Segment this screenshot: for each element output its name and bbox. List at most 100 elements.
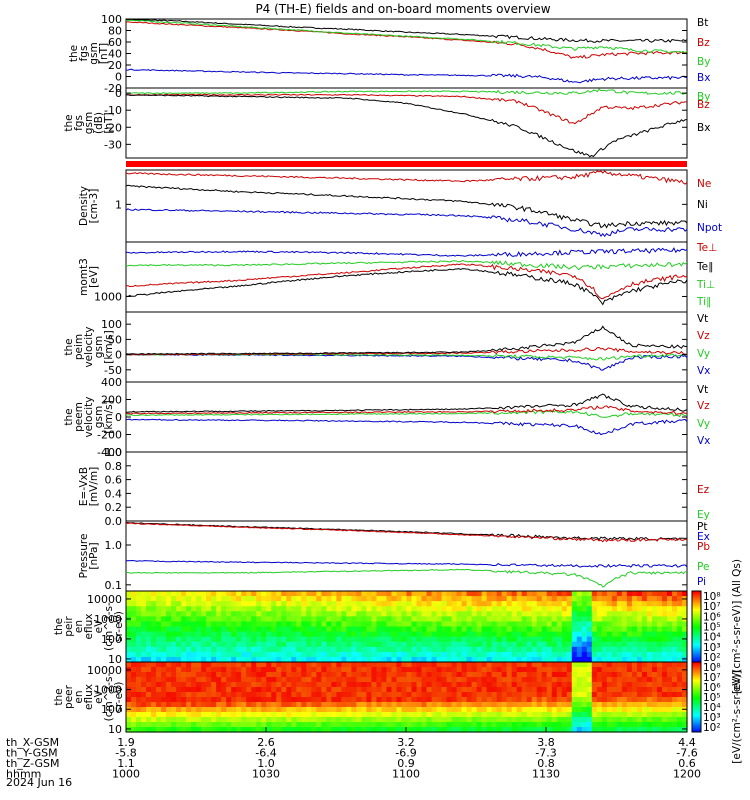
heatmap-cell xyxy=(431,712,438,718)
heatmap-cell xyxy=(386,707,393,713)
heatmap-cell xyxy=(411,646,418,653)
heatmap-cell xyxy=(561,646,568,653)
heatmap-cell xyxy=(681,682,688,688)
heatmap-cell xyxy=(676,672,683,678)
heatmap-cell xyxy=(441,697,448,703)
heatmap-cell xyxy=(396,697,403,703)
heatmap-cell xyxy=(381,677,388,683)
heatmap-cell xyxy=(336,636,342,643)
heatmap-cell xyxy=(251,656,257,663)
heatmap-cell xyxy=(441,626,448,633)
heatmap-cell xyxy=(126,682,132,688)
heatmap-cell xyxy=(501,651,508,658)
heatmap-cell xyxy=(536,707,543,713)
heatmap-cell xyxy=(641,616,648,623)
colorbar-step xyxy=(692,617,701,620)
heatmap-cell xyxy=(546,727,553,733)
heatmap-cell xyxy=(216,606,222,612)
heatmap-cell xyxy=(191,692,197,698)
heatmap-cell xyxy=(606,677,613,683)
heatmap-cell xyxy=(611,717,618,723)
heatmap-cell xyxy=(326,672,332,678)
heatmap-cell xyxy=(301,707,307,713)
heatmap-cell xyxy=(136,672,142,678)
heatmap-cell xyxy=(551,667,558,673)
heatmap-cell xyxy=(571,692,578,698)
heatmap-cell xyxy=(401,692,408,698)
colorbar-step xyxy=(692,598,701,601)
heatmap-cell xyxy=(526,626,533,633)
heatmap-cell xyxy=(366,606,373,612)
heatmap-cell xyxy=(276,636,282,643)
heatmap-cell xyxy=(476,672,483,678)
heatmap-cell xyxy=(246,677,252,683)
heatmap-cell xyxy=(276,616,282,623)
heatmap-cell xyxy=(186,656,192,663)
heatmap-cell xyxy=(341,687,347,693)
heatmap-cell xyxy=(406,626,413,633)
heatmap-cell xyxy=(566,636,573,643)
heatmap-cell xyxy=(526,591,533,597)
heatmap-cell xyxy=(446,667,453,673)
heatmap-cell xyxy=(181,717,187,723)
heatmap-cell xyxy=(486,641,493,648)
heatmap-cell xyxy=(256,646,262,653)
heatmap-cell xyxy=(356,717,363,723)
heatmap-cell xyxy=(346,682,353,688)
heatmap-cell xyxy=(361,667,368,673)
heatmap-cell xyxy=(151,641,157,648)
heatmap-cell xyxy=(591,702,598,708)
ephemeris-row-label: hhmm xyxy=(6,768,41,781)
heatmap-cell xyxy=(471,662,478,668)
heatmap-cell xyxy=(441,646,448,653)
heatmap-cell xyxy=(661,672,668,678)
heatmap-cell xyxy=(141,687,147,693)
heatmap-cell xyxy=(556,667,563,673)
panel-frame xyxy=(125,311,688,383)
heatmap-cell xyxy=(556,636,563,643)
heatmap-cell xyxy=(496,712,503,718)
heatmap-cell xyxy=(181,641,187,648)
heatmap-cell xyxy=(451,606,458,612)
heatmap-cell xyxy=(481,677,488,683)
heatmap-cell xyxy=(296,712,302,718)
heatmap-cell xyxy=(491,697,498,703)
heatmap-cell xyxy=(346,707,353,713)
heatmap-cell xyxy=(646,631,653,638)
colorbar-step xyxy=(692,690,701,693)
heatmap-cell xyxy=(431,636,438,643)
heatmap-cell xyxy=(651,636,658,643)
heatmap-cell xyxy=(431,722,438,728)
heatmap-cell xyxy=(386,636,393,643)
heatmap-cell xyxy=(131,667,137,673)
heatmap-cell xyxy=(506,621,513,628)
heatmap-cell xyxy=(386,651,393,658)
heatmap-cell xyxy=(241,727,247,733)
heatmap-cell xyxy=(136,656,142,663)
heatmap-cell xyxy=(566,601,573,607)
heatmap-cell xyxy=(296,672,302,678)
heatmap-cell xyxy=(471,631,478,638)
heatmap-cell xyxy=(291,616,297,623)
heatmap-cell xyxy=(451,697,458,703)
heatmap-cell xyxy=(641,727,648,733)
heatmap-cell xyxy=(641,672,648,678)
heatmap-cell xyxy=(401,606,408,612)
heatmap-cell xyxy=(296,596,302,602)
heatmap-cell xyxy=(176,707,182,713)
ephemeris-value: 4.4 xyxy=(678,736,696,749)
y-tick-label: 0.4 xyxy=(105,487,123,500)
heatmap-cell xyxy=(551,616,558,623)
heatmap-cell xyxy=(476,667,483,673)
heatmap-cell xyxy=(501,636,508,643)
heatmap-cell xyxy=(181,616,187,623)
heatmap-cell xyxy=(166,722,172,728)
heatmap-cell xyxy=(586,591,593,597)
heatmap-cell xyxy=(661,667,668,673)
heatmap-cell xyxy=(446,611,453,617)
heatmap-cell xyxy=(486,702,493,708)
heatmap-cell xyxy=(536,667,543,673)
heatmap-cell xyxy=(246,687,252,693)
heatmap-cell xyxy=(346,651,353,658)
heatmap-cell xyxy=(611,687,618,693)
